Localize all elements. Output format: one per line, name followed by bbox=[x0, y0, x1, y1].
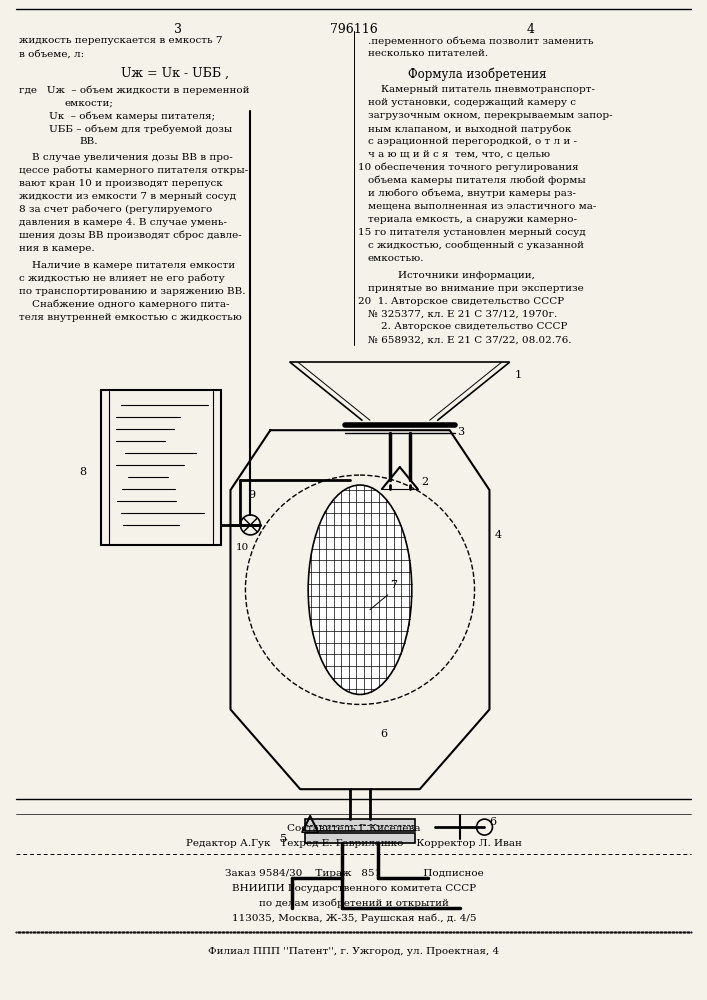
Text: № 325377, кл. Е 21 С 37/12, 1970г.: № 325377, кл. Е 21 С 37/12, 1970г. bbox=[368, 310, 557, 319]
Text: с жидкостью не влияет не его работу: с жидкостью не влияет не его работу bbox=[19, 274, 225, 283]
Text: .переменного объема позволит заменить: .переменного объема позволит заменить bbox=[368, 36, 593, 46]
Text: 9: 9 bbox=[248, 490, 255, 500]
Text: 8: 8 bbox=[79, 467, 86, 477]
Circle shape bbox=[240, 515, 260, 535]
Bar bbox=[305, 819, 415, 831]
Text: емкостью.: емкостью. bbox=[368, 254, 424, 263]
Text: объема камеры питателя любой формы: объема камеры питателя любой формы bbox=[368, 176, 585, 185]
Text: Составитель Г.Киселева: Составитель Г.Киселева bbox=[287, 824, 421, 833]
Text: ным клапаном, и выходной патрубок: ным клапаном, и выходной патрубок bbox=[368, 124, 571, 134]
Text: 10: 10 bbox=[235, 543, 249, 552]
Text: по делам изобретений и открытий: по делам изобретений и открытий bbox=[259, 899, 449, 908]
Text: 4: 4 bbox=[526, 23, 534, 36]
Text: 2: 2 bbox=[422, 477, 429, 487]
Text: Источники информации,: Источники информации, bbox=[398, 271, 534, 280]
Text: 113035, Москва, Ж-35, Раушская наб., д. 4/5: 113035, Москва, Ж-35, Раушская наб., д. … bbox=[232, 914, 477, 923]
Circle shape bbox=[477, 819, 493, 835]
Text: 10 обеспечения точного регулирования: 10 обеспечения точного регулирования bbox=[358, 163, 578, 172]
Text: давления в камере 4. В случае умень-: давления в камере 4. В случае умень- bbox=[19, 218, 228, 227]
Text: 5: 5 bbox=[280, 834, 288, 844]
Text: Филиал ППП ''Патент'', г. Ужгород, ул. Проектная, 4: Филиал ППП ''Патент'', г. Ужгород, ул. П… bbox=[209, 947, 500, 956]
Text: с жидкостью, сообщенный с указанной: с жидкостью, сообщенный с указанной bbox=[368, 241, 584, 250]
Bar bbox=[101, 390, 221, 545]
Text: мещена выполненная из эластичного ма-: мещена выполненная из эластичного ма- bbox=[368, 202, 596, 211]
Text: 20  1. Авторское свидетельство СССР: 20 1. Авторское свидетельство СССР bbox=[358, 297, 564, 306]
Text: ч а ю щ и й с я  тем, что, с целью: ч а ю щ и й с я тем, что, с целью bbox=[368, 150, 550, 159]
Text: 1: 1 bbox=[515, 370, 522, 380]
Text: 4: 4 bbox=[494, 530, 501, 540]
Text: где   Uж  – объем жидкости в переменной: где Uж – объем жидкости в переменной bbox=[19, 85, 250, 95]
Text: шения дозы ВВ производят сброс давле-: шения дозы ВВ производят сброс давле- bbox=[19, 231, 242, 240]
Text: 2. Авторское свидетельство СССР: 2. Авторское свидетельство СССР bbox=[368, 322, 567, 331]
Text: 15 го питателя установлен мерный сосуд: 15 го питателя установлен мерный сосуд bbox=[358, 228, 585, 237]
Text: по транспортированию и заряжению ВВ.: по транспортированию и заряжению ВВ. bbox=[19, 287, 246, 296]
Text: Uк  – объем камеры питателя;: Uк – объем камеры питателя; bbox=[49, 111, 216, 121]
Text: цессе работы камерного питателя откры-: цессе работы камерного питателя откры- bbox=[19, 166, 249, 175]
Text: жидкость перепускается в емкость 7: жидкость перепускается в емкость 7 bbox=[19, 36, 223, 45]
Bar bbox=[305, 833, 415, 843]
Text: 3: 3 bbox=[457, 427, 464, 437]
Text: жидкости из емкости 7 в мерный сосуд: жидкости из емкости 7 в мерный сосуд bbox=[19, 192, 236, 201]
Ellipse shape bbox=[308, 485, 411, 694]
Text: № 658932, кл. Е 21 С 37/22, 08.02.76.: № 658932, кл. Е 21 С 37/22, 08.02.76. bbox=[368, 335, 571, 344]
Text: загрузочным окном, перекрываемым запор-: загрузочным окном, перекрываемым запор- bbox=[368, 111, 612, 120]
Text: ВНИИПИ Государственного комитета СССР: ВНИИПИ Государственного комитета СССР bbox=[232, 884, 476, 893]
Text: Снабжение одного камерного пита-: Снабжение одного камерного пита- bbox=[19, 300, 230, 309]
Text: емкости;: емкости; bbox=[64, 98, 113, 107]
Text: Uж = Uк - UББ ,: Uж = Uк - UББ , bbox=[121, 67, 229, 80]
Text: UББ – объем для требуемой дозы: UББ – объем для требуемой дозы bbox=[49, 124, 233, 134]
Text: В случае увеличения дозы ВВ в про-: В случае увеличения дозы ВВ в про- bbox=[19, 153, 233, 162]
Text: ной установки, содержащий камеру с: ной установки, содержащий камеру с bbox=[368, 98, 576, 107]
Text: 796116: 796116 bbox=[330, 23, 378, 36]
Text: 6: 6 bbox=[489, 817, 496, 827]
Text: Камерный питатель пневмотранспорт-: Камерный питатель пневмотранспорт- bbox=[368, 85, 595, 94]
Text: принятые во внимание при экспертизе: принятые во внимание при экспертизе bbox=[368, 284, 584, 293]
Text: ния в камере.: ния в камере. bbox=[19, 244, 95, 253]
Text: 6: 6 bbox=[380, 729, 387, 739]
Text: Наличие в камере питателя емкости: Наличие в камере питателя емкости bbox=[19, 261, 235, 270]
Text: ВВ.: ВВ. bbox=[79, 137, 98, 146]
Text: Заказ 9584/30    Тираж   851             Подписное: Заказ 9584/30 Тираж 851 Подписное bbox=[225, 869, 484, 878]
Text: 7: 7 bbox=[390, 580, 397, 590]
Text: Редактор А.Гук   Техред Е. Гаврилешко    Корректор Л. Иван: Редактор А.Гук Техред Е. Гаврилешко Корр… bbox=[186, 839, 522, 848]
Text: Формула изобретения: Формула изобретения bbox=[408, 67, 547, 81]
Text: в объеме, л:: в объеме, л: bbox=[19, 49, 84, 58]
Text: 8 за счет рабочего (регулируемого: 8 за счет рабочего (регулируемого bbox=[19, 205, 213, 214]
Text: и любого объема, внутри камеры раз-: и любого объема, внутри камеры раз- bbox=[368, 189, 576, 198]
Text: териала емкость, а снаружи камерно-: териала емкость, а снаружи камерно- bbox=[368, 215, 577, 224]
Text: вают кран 10 и производят перепуск: вают кран 10 и производят перепуск bbox=[19, 179, 223, 188]
Text: несколько питателей.: несколько питателей. bbox=[368, 49, 488, 58]
Text: теля внутренней емкостью с жидкостью: теля внутренней емкостью с жидкостью bbox=[19, 313, 243, 322]
Text: 3: 3 bbox=[174, 23, 182, 36]
Text: с аэрационной перегородкой, о т л и -: с аэрационной перегородкой, о т л и - bbox=[368, 137, 577, 146]
